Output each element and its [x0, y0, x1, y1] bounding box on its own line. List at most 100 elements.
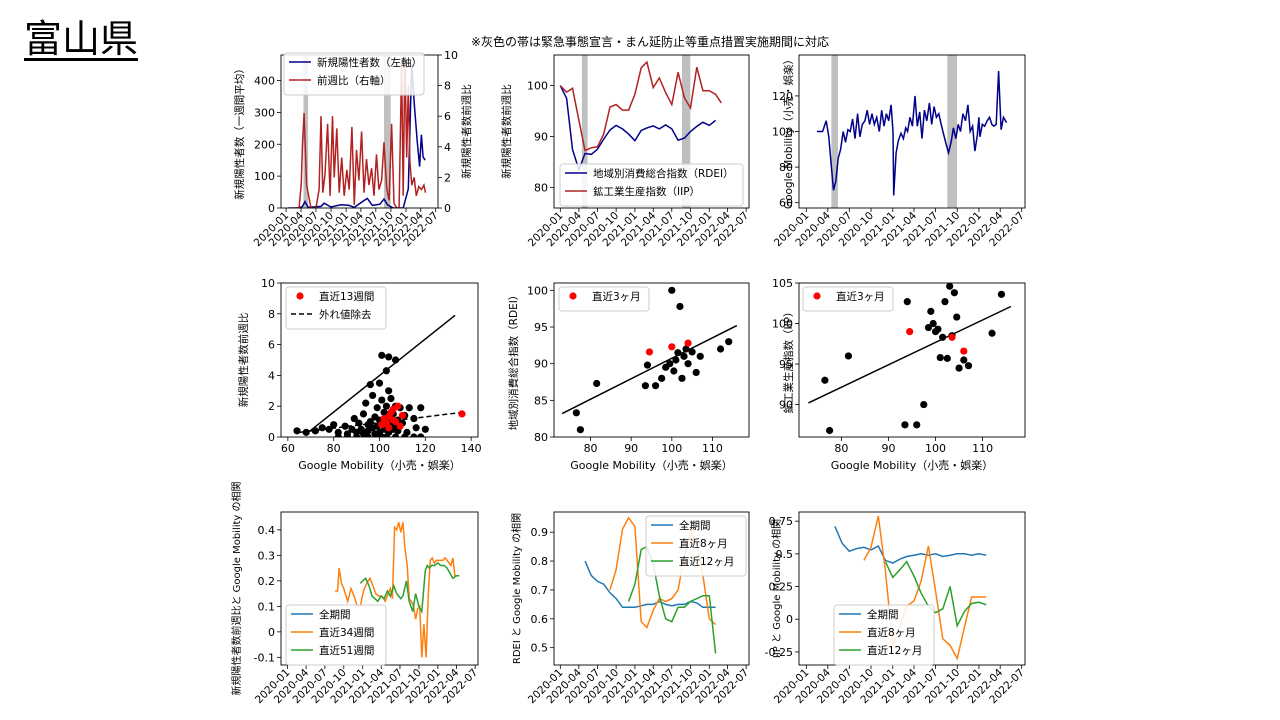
y-tick-label: 400 — [254, 75, 275, 88]
y-tick-label: 85 — [534, 394, 548, 407]
legend-label: 鉱工業生産指数（IIP） — [593, 185, 700, 198]
y-right-tick-label: 10 — [444, 49, 458, 62]
recent-data-point — [391, 418, 400, 426]
y-tick-label: 0 — [268, 431, 275, 444]
y-tick-label: 2 — [268, 400, 275, 413]
y-tick-label: 80 — [779, 161, 793, 174]
y-tick-label: 0.3 — [258, 549, 276, 562]
data-point — [920, 400, 928, 409]
data-point — [929, 319, 937, 328]
y-tick-label: 0.1 — [258, 600, 276, 613]
series-line-2 — [884, 560, 987, 629]
data-point — [364, 433, 372, 437]
chart-panel-mobility-vs-rdei: 80 85 90 95 100 80 90 100 110 Google Mobility（小売・… — [507, 282, 750, 472]
shaded-period — [384, 55, 391, 208]
shaded-period — [303, 55, 309, 208]
chart-panel-cases-mobility-correlation: -0.100.10.20.30.42020-012020-042020-0720… — [230, 481, 480, 706]
data-point — [844, 352, 853, 360]
y-tick-label: 0.25 — [769, 581, 794, 594]
chart-panel-cases-timeseries: 010020030040002468102020-012020-042020-0… — [233, 49, 473, 249]
plot-area — [288, 55, 427, 208]
x-tick-label: 80 — [834, 442, 848, 455]
legend-label: 直近8ヶ月 — [867, 626, 916, 639]
series-line-0 — [559, 85, 717, 173]
data-point — [378, 396, 386, 404]
y-tick-label: 105 — [772, 277, 793, 290]
y-right-tick-label: 4 — [444, 141, 451, 154]
shaded-period — [681, 55, 691, 208]
legend-label: 直近12ヶ月 — [679, 555, 734, 568]
x-axis-label: Google Mobility（小売・娯楽） — [298, 458, 460, 472]
data-point — [821, 376, 829, 384]
data-point — [651, 382, 660, 390]
data-point — [682, 345, 690, 353]
data-point — [572, 409, 580, 417]
x-tick-label: 100 — [661, 442, 682, 455]
y-tick-label: 95 — [779, 358, 793, 371]
data-point — [576, 426, 585, 434]
data-point — [696, 352, 704, 360]
data-point — [343, 433, 352, 437]
series-line-1 — [559, 60, 722, 152]
legend-label: 直近13週間 — [319, 290, 374, 303]
y-right-tick-label: 8 — [444, 80, 451, 93]
y-right-axis-label: 新規陽性者数前週比 — [460, 84, 473, 179]
chart-panel-mobility-timeseries: 60801001202020-012020-042020-072020-1020… — [772, 54, 1027, 249]
data-point — [362, 399, 370, 407]
data-point — [924, 323, 933, 332]
legend-box — [559, 163, 744, 207]
x-tick-label: 80 — [584, 442, 598, 455]
y-tick-label: -0.25 — [765, 646, 793, 659]
data-point — [936, 353, 944, 362]
legend-label: 全期間 — [319, 608, 351, 621]
legend-label: 直近3ヶ月 — [836, 290, 885, 303]
data-point — [373, 433, 381, 437]
data-point — [953, 313, 961, 321]
data-point — [410, 433, 418, 437]
data-point — [385, 387, 393, 395]
y-tick-label: 0.4 — [258, 524, 276, 537]
data-point — [421, 425, 429, 433]
data-point — [391, 356, 400, 364]
legend-label: 直近3ヶ月 — [592, 290, 641, 303]
data-point — [355, 419, 363, 427]
recent-data-point — [385, 424, 393, 432]
data-point — [382, 402, 390, 410]
data-point — [311, 427, 319, 435]
data-point — [903, 298, 911, 306]
data-point — [946, 283, 954, 290]
data-point — [658, 374, 666, 382]
x-tick-label: 90 — [624, 442, 638, 455]
x-tick-label: 60 — [281, 442, 295, 455]
data-point — [334, 433, 342, 437]
data-point — [927, 307, 935, 315]
recent-data-point — [398, 411, 407, 420]
y-tick-label: 100 — [772, 126, 793, 139]
data-point — [378, 351, 386, 359]
legend-box — [285, 286, 387, 330]
y-tick-label: 0.75 — [769, 515, 794, 528]
y-tick-label: 0.2 — [258, 575, 276, 588]
data-point — [359, 410, 368, 418]
y-tick-label: 200 — [254, 138, 275, 151]
x-tick-label: 120 — [415, 442, 436, 455]
y-axis-label: 鉱工業生産指数（IIP） — [782, 306, 795, 413]
series-line-0 — [834, 526, 987, 564]
legend-label: 全期間 — [867, 608, 899, 621]
data-point — [350, 414, 358, 423]
legend-label: 新規陽性者数（左軸） — [317, 56, 422, 69]
plot-area — [293, 314, 466, 437]
y-tick-label: 0 — [268, 626, 275, 639]
data-point — [964, 362, 973, 370]
y-tick-label: 120 — [772, 90, 793, 103]
y-tick-label: 0.5 — [776, 548, 794, 561]
x-tick-label: 80 — [327, 442, 341, 455]
fit-line-0 — [561, 324, 738, 415]
data-point — [387, 394, 395, 403]
data-point — [410, 414, 418, 423]
data-point — [672, 356, 680, 364]
data-point — [341, 422, 349, 430]
data-point — [941, 298, 949, 306]
data-point — [382, 433, 390, 437]
